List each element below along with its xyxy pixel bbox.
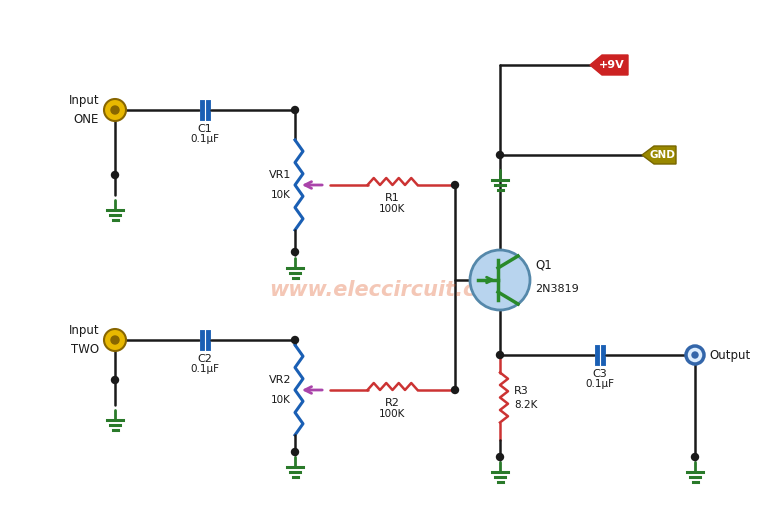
Circle shape bbox=[292, 448, 299, 455]
Circle shape bbox=[452, 181, 458, 189]
Circle shape bbox=[111, 376, 118, 384]
Circle shape bbox=[111, 171, 118, 179]
Text: +9V: +9V bbox=[599, 60, 625, 70]
Text: 0.1μF: 0.1μF bbox=[190, 134, 220, 144]
Circle shape bbox=[686, 346, 704, 364]
Polygon shape bbox=[590, 55, 628, 75]
Text: 2N3819: 2N3819 bbox=[535, 284, 579, 294]
Circle shape bbox=[496, 151, 504, 159]
Text: R1: R1 bbox=[385, 193, 400, 203]
Circle shape bbox=[692, 352, 698, 358]
Circle shape bbox=[111, 106, 119, 114]
Circle shape bbox=[292, 337, 299, 344]
Text: Input: Input bbox=[68, 324, 99, 337]
Text: C2: C2 bbox=[197, 354, 213, 364]
Circle shape bbox=[104, 329, 126, 351]
Circle shape bbox=[496, 454, 504, 461]
Text: VR1: VR1 bbox=[269, 170, 291, 180]
Text: VR2: VR2 bbox=[269, 375, 291, 385]
Text: 8.2K: 8.2K bbox=[514, 401, 538, 411]
Circle shape bbox=[452, 386, 458, 394]
Text: Output: Output bbox=[709, 348, 750, 362]
Circle shape bbox=[292, 249, 299, 256]
Text: ONE: ONE bbox=[74, 113, 99, 126]
Polygon shape bbox=[642, 146, 676, 164]
Text: www.eleccircuit.com: www.eleccircuit.com bbox=[269, 280, 511, 300]
Text: R3: R3 bbox=[514, 386, 528, 396]
Circle shape bbox=[691, 454, 699, 461]
Text: 10K: 10K bbox=[271, 190, 291, 200]
Text: R2: R2 bbox=[385, 398, 400, 408]
Circle shape bbox=[292, 106, 299, 113]
Text: 100K: 100K bbox=[379, 409, 406, 419]
Text: C1: C1 bbox=[197, 124, 213, 134]
Text: 100K: 100K bbox=[379, 204, 406, 214]
Text: TWO: TWO bbox=[71, 343, 99, 356]
Circle shape bbox=[496, 352, 504, 358]
Circle shape bbox=[111, 336, 119, 344]
Text: GND: GND bbox=[649, 150, 675, 160]
Text: Input: Input bbox=[68, 94, 99, 107]
Text: 10K: 10K bbox=[271, 395, 291, 405]
Circle shape bbox=[470, 250, 530, 310]
Text: 0.1μF: 0.1μF bbox=[190, 364, 220, 374]
Text: C3: C3 bbox=[593, 369, 607, 379]
Text: Q1: Q1 bbox=[535, 259, 551, 272]
Circle shape bbox=[104, 99, 126, 121]
Text: 0.1μF: 0.1μF bbox=[585, 379, 614, 389]
